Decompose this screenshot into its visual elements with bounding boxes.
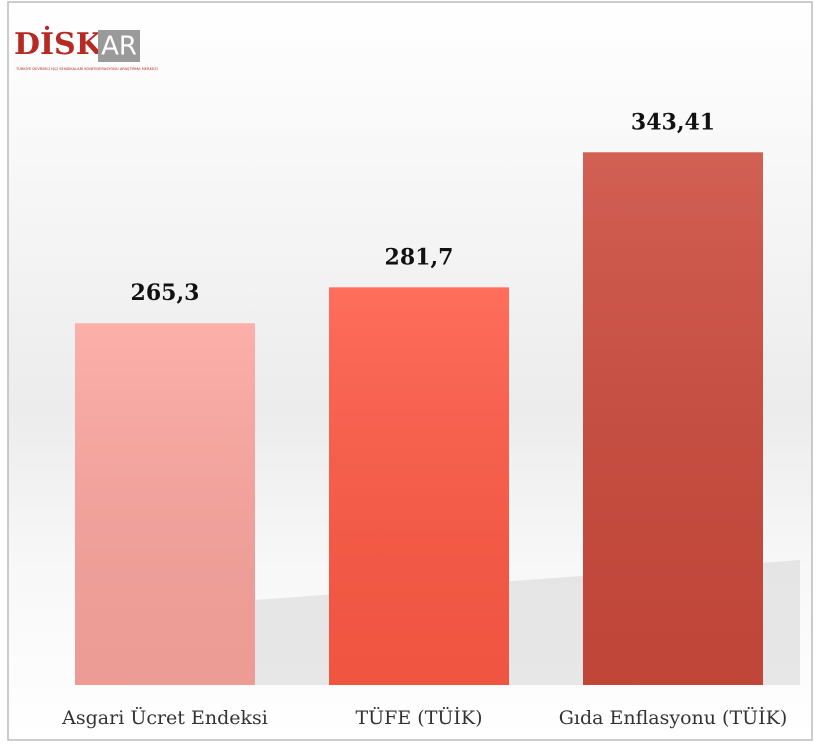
bar-shine <box>75 323 255 685</box>
logo-box <box>98 30 140 62</box>
value-label: 265,3 <box>131 280 200 306</box>
logo-subtitle: TÜRKİYE DEVRİMCİ İŞÇİ SENDİKALARI KONFED… <box>15 66 158 71</box>
x-tick-label: Gıda Enflasyonu (TÜİK) <box>559 706 788 729</box>
logo-accent: AR <box>101 32 137 62</box>
x-tick-label: Asgari Ücret Endeksi <box>61 706 268 729</box>
logo-main: DİSK <box>14 25 103 62</box>
bar-shine <box>329 287 509 685</box>
value-label: 281,7 <box>385 244 454 270</box>
value-label: 343,41 <box>631 109 715 135</box>
logo: DİSK AR TÜRKİYE DEVRİMCİ İŞÇİ SENDİKALAR… <box>14 25 158 71</box>
x-tick-label: TÜFE (TÜİK) <box>356 706 483 729</box>
bar-shine <box>583 152 763 685</box>
